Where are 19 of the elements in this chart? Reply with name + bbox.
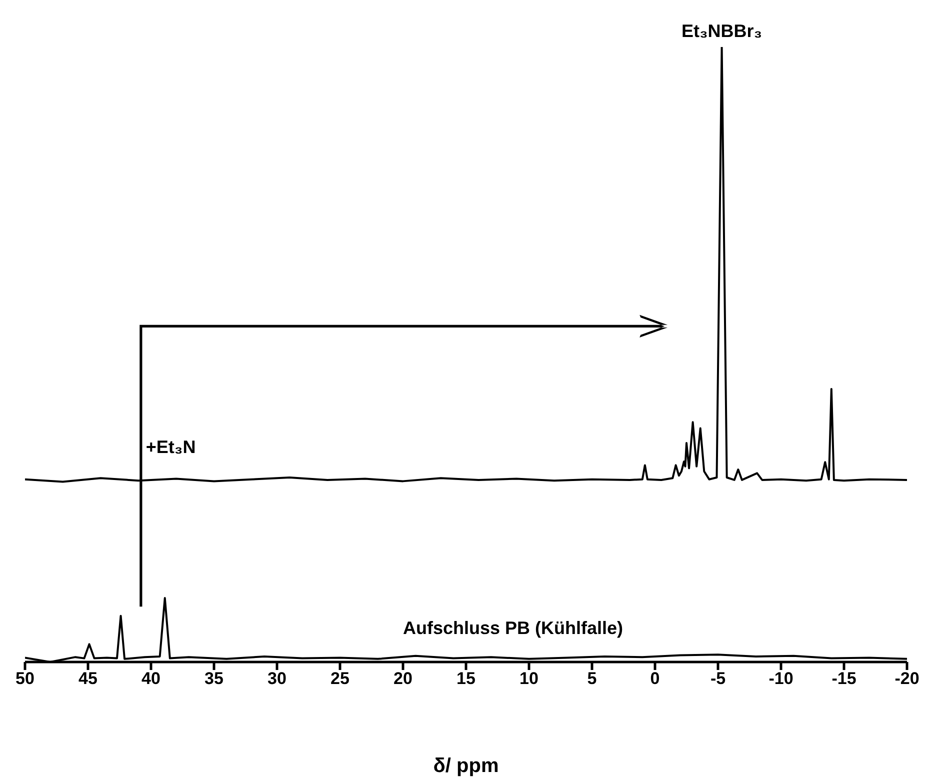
x-tick-label: 0 xyxy=(650,669,660,688)
x-tick-label: 40 xyxy=(142,669,160,688)
x-tick-label: 25 xyxy=(330,669,350,688)
x-tick-label: -10 xyxy=(768,669,794,688)
x-tick-label: 35 xyxy=(204,669,224,688)
annotation: Et₃NBBr₃ xyxy=(681,21,762,41)
x-tick-label: 20 xyxy=(394,669,412,688)
annotation: Aufschluss PB (Kühlfalle) xyxy=(402,618,624,638)
x-axis-title: δ/ ppm xyxy=(433,755,499,777)
x-tick-label: -5 xyxy=(710,669,726,688)
x-tick-label: 5 xyxy=(587,669,597,688)
x-tick-label: 50 xyxy=(16,669,34,688)
x-tick-label: -20 xyxy=(894,669,920,688)
x-tick-label: 30 xyxy=(268,669,286,688)
x-tick-label: 10 xyxy=(520,669,538,688)
x-tick-label: 45 xyxy=(78,669,98,688)
annotation: +Et₃N xyxy=(146,437,196,457)
x-tick-label: 15 xyxy=(456,669,476,688)
x-tick-label: -15 xyxy=(832,669,856,688)
